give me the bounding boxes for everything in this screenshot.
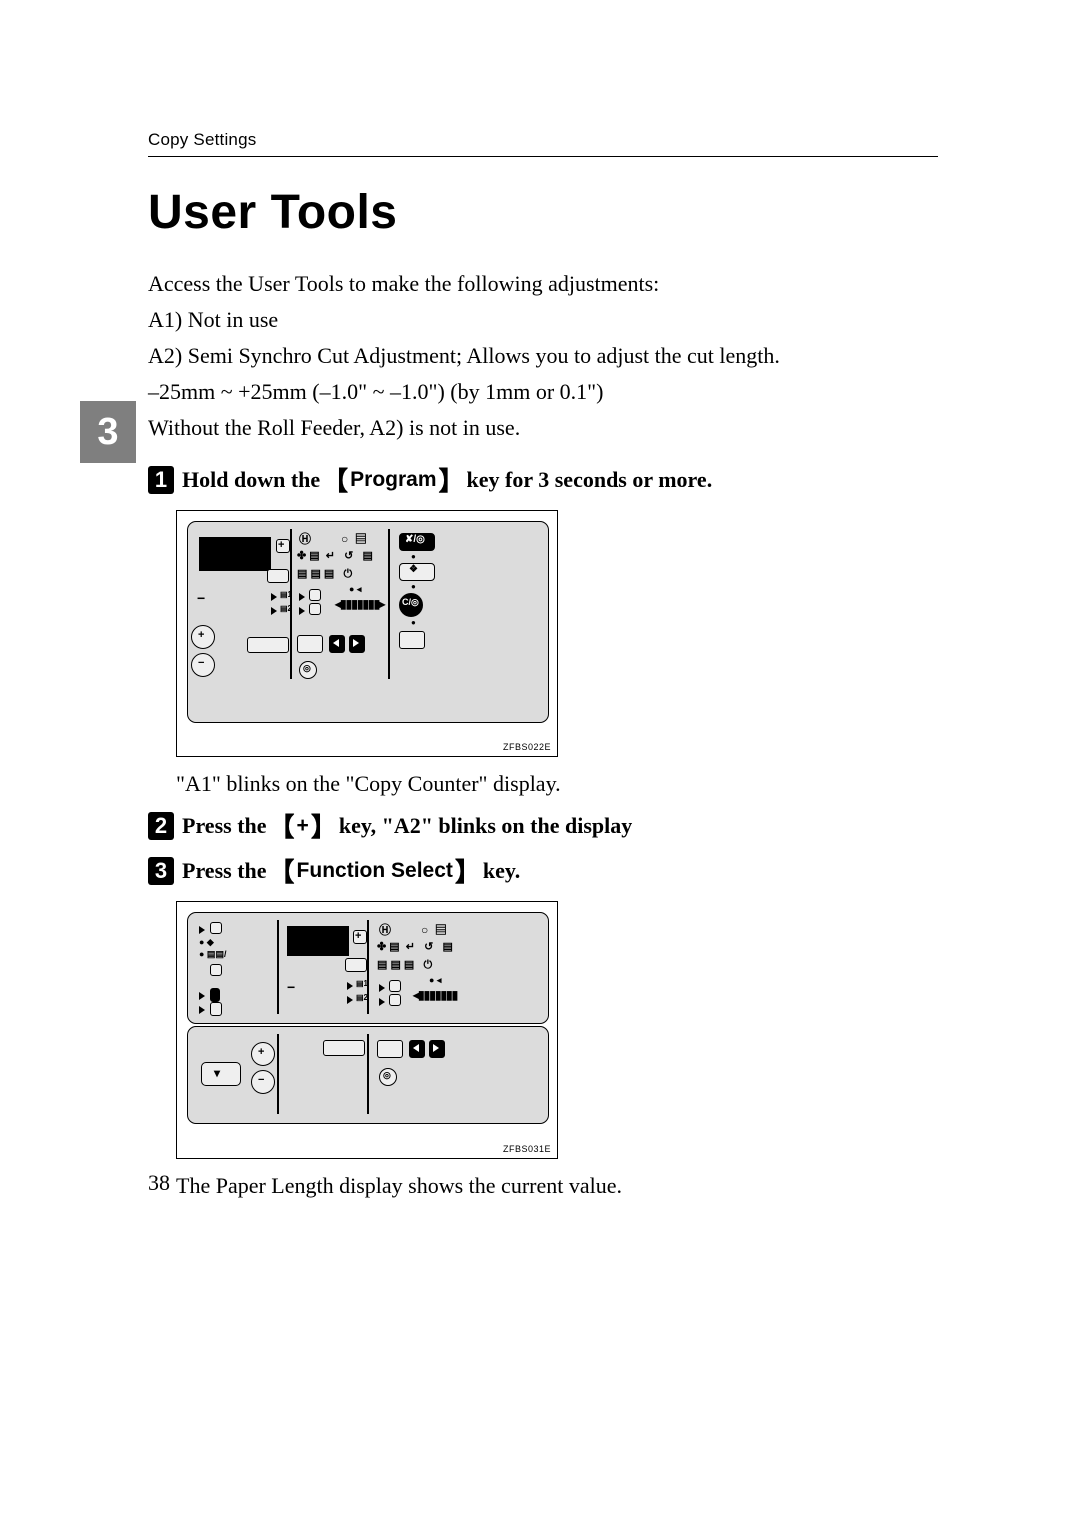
figure-2: ● ◆ ● ▤▤/ + − ▤1 ▤2 Ⓗ ○ ▤ ✤ ▤ ↵ ↺ ▤ ▤ ▤ …	[176, 901, 938, 1159]
left-bracket-icon: 【	[322, 461, 348, 498]
right-bracket-icon: 】	[311, 807, 337, 844]
right-bracket-icon: 】	[439, 461, 465, 498]
page-title: User Tools	[148, 185, 938, 240]
note-after-fig2: The Paper Length display shows the curre…	[176, 1173, 938, 1199]
intro-line: A2) Semi Synchro Cut Adjustment; Allows …	[148, 340, 938, 372]
step-pre: Press the	[182, 813, 267, 839]
key-name: +	[297, 814, 309, 838]
intro-line: –25mm ~ +25mm (–1.0" ~ –1.0") (by 1mm or…	[148, 376, 938, 408]
step-1: 1 Hold down the 【 Program 】 key for 3 se…	[148, 461, 938, 498]
right-bracket-icon: 】	[455, 852, 481, 889]
intro-line: Access the User Tools to make the follow…	[148, 268, 938, 300]
note-after-fig1: "A1" blinks on the "Copy Counter" displa…	[176, 771, 938, 797]
intro-block: Access the User Tools to make the follow…	[148, 268, 938, 443]
step-2: 2 Press the 【 + 】 key, "A2" blinks on th…	[148, 807, 938, 844]
step-pre: Press the	[182, 858, 267, 884]
step-post: key, "A2" blinks on the display	[339, 813, 632, 839]
intro-line: Without the Roll Feeder, A2) is not in u…	[148, 412, 938, 444]
figure-1: + − ▤1 ▤2 + − Ⓗ ○ ▤ ✤ ▤ ↵ ↺ ▤ ▤ ▤ ▤ ⏻ ● …	[176, 510, 938, 757]
step-number-icon: 1	[148, 466, 174, 494]
key-name: Function Select	[297, 859, 453, 883]
left-bracket-icon: 【	[269, 852, 295, 889]
intro-line: A1) Not in use	[148, 304, 938, 336]
step-text: Press the 【 + 】 key, "A2" blinks on the …	[182, 807, 632, 844]
header-rule	[148, 156, 938, 157]
step-3: 3 Press the 【 Function Select 】 key.	[148, 852, 938, 889]
section-tab: 3	[80, 401, 136, 463]
running-head: Copy Settings	[148, 130, 938, 150]
page-number: 38	[148, 1170, 170, 1196]
figure-code: ZFBS022E	[503, 742, 551, 752]
step-post: key for 3 seconds or more.	[467, 467, 713, 493]
step-number-icon: 3	[148, 857, 174, 885]
figure-code: ZFBS031E	[503, 1144, 551, 1154]
step-post: key.	[483, 858, 520, 884]
step-text: Press the 【 Function Select 】 key.	[182, 852, 520, 889]
key-name: Program	[350, 468, 436, 492]
step-pre: Hold down the	[182, 467, 320, 493]
step-number-icon: 2	[148, 812, 174, 840]
step-text: Hold down the 【 Program 】 key for 3 seco…	[182, 461, 712, 498]
left-bracket-icon: 【	[269, 807, 295, 844]
manual-page: Copy Settings User Tools Access the User…	[148, 130, 938, 1199]
